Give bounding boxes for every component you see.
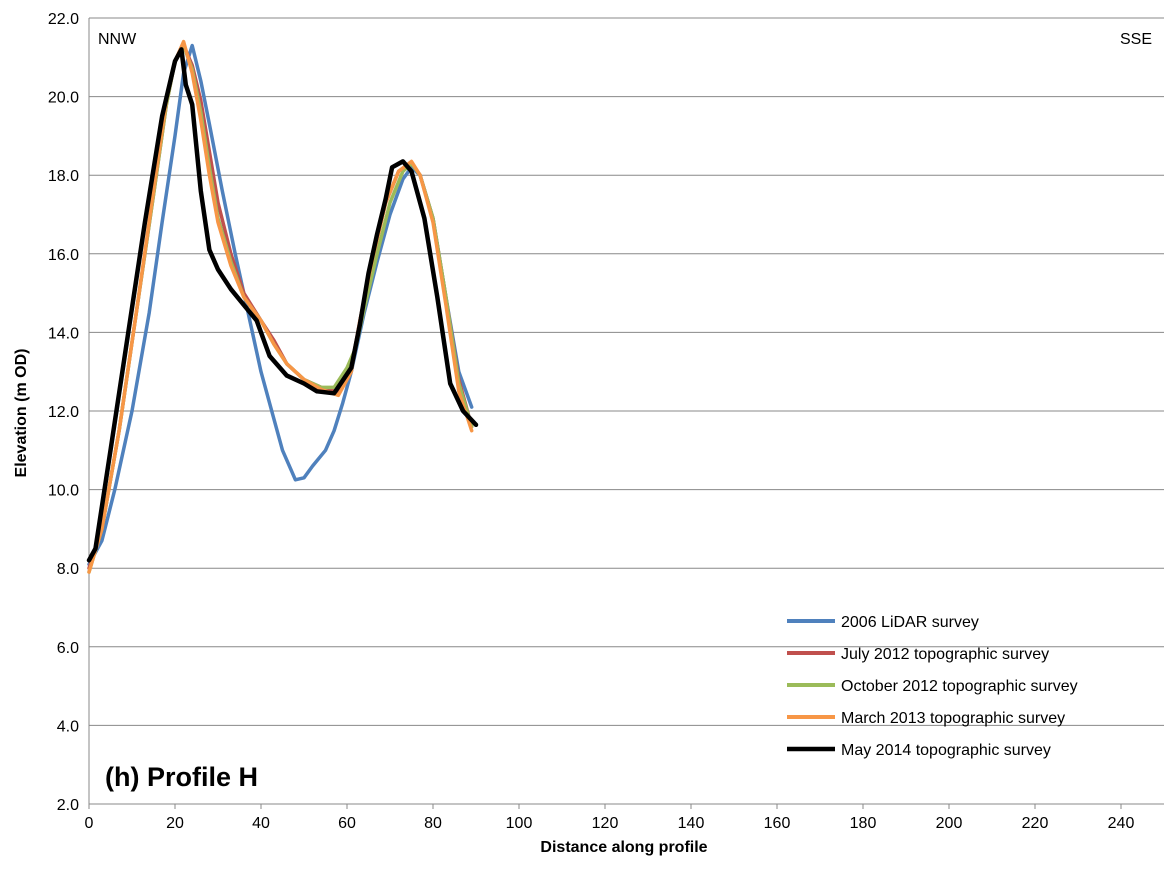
legend-label: October 2012 topographic survey (841, 678, 1078, 695)
legend-label: March 2013 topographic survey (841, 710, 1065, 727)
left-direction-label: NNW (98, 31, 137, 48)
y-tick-label: 18.0 (48, 168, 79, 185)
y-tick-label: 4.0 (57, 718, 79, 735)
x-tick-label: 160 (764, 815, 791, 832)
x-tick-label: 80 (424, 815, 442, 832)
legend: 2006 LiDAR survey July 2012 topographic s… (787, 614, 1078, 759)
x-tick-label: 240 (1108, 815, 1135, 832)
y-tick-label: 12.0 (48, 404, 79, 421)
x-tick-label: 20 (166, 815, 184, 832)
legend-label: May 2014 topographic survey (841, 742, 1051, 759)
x-axis-title: Distance along profile (540, 839, 707, 856)
axes (88, 18, 1164, 809)
series-line (86, 47, 479, 563)
x-tick-label: 100 (506, 815, 533, 832)
y-tick-label: 14.0 (48, 325, 79, 342)
x-tick-label: 140 (678, 815, 705, 832)
x-tick-label: 200 (936, 815, 963, 832)
y-tick-label: 20.0 (48, 90, 79, 107)
series-line (87, 39, 474, 574)
series-line (87, 43, 474, 567)
x-tick-label: 120 (592, 815, 619, 832)
y-tick-label: 8.0 (57, 561, 79, 578)
x-tick-label: 220 (1022, 815, 1049, 832)
legend-label: 2006 LiDAR survey (841, 614, 979, 631)
y-tick-label: 16.0 (48, 247, 79, 264)
x-tick-label: 180 (850, 815, 877, 832)
y-tick-label: 22.0 (48, 11, 79, 28)
x-tick-label: 40 (252, 815, 270, 832)
x-tick-label: 0 (85, 815, 94, 832)
y-axis-title: Elevation (m OD) (13, 349, 30, 478)
legend-label: July 2012 topographic survey (841, 646, 1049, 663)
x-tick-label: 60 (338, 815, 356, 832)
y-tick-label: 10.0 (48, 483, 79, 500)
panel-label: (h) Profile H (105, 762, 258, 792)
right-direction-label: SSE (1120, 31, 1152, 48)
tick-labels: 2.0 4.0 6.0 8.0 10.0 12.0 14.0 16.0 18.0 20.0 22.0… (48, 11, 1135, 832)
y-tick-label: 6.0 (57, 640, 79, 657)
series-lines (86, 39, 479, 574)
y-tick-label: 2.0 (57, 797, 79, 814)
series-line (87, 43, 474, 574)
